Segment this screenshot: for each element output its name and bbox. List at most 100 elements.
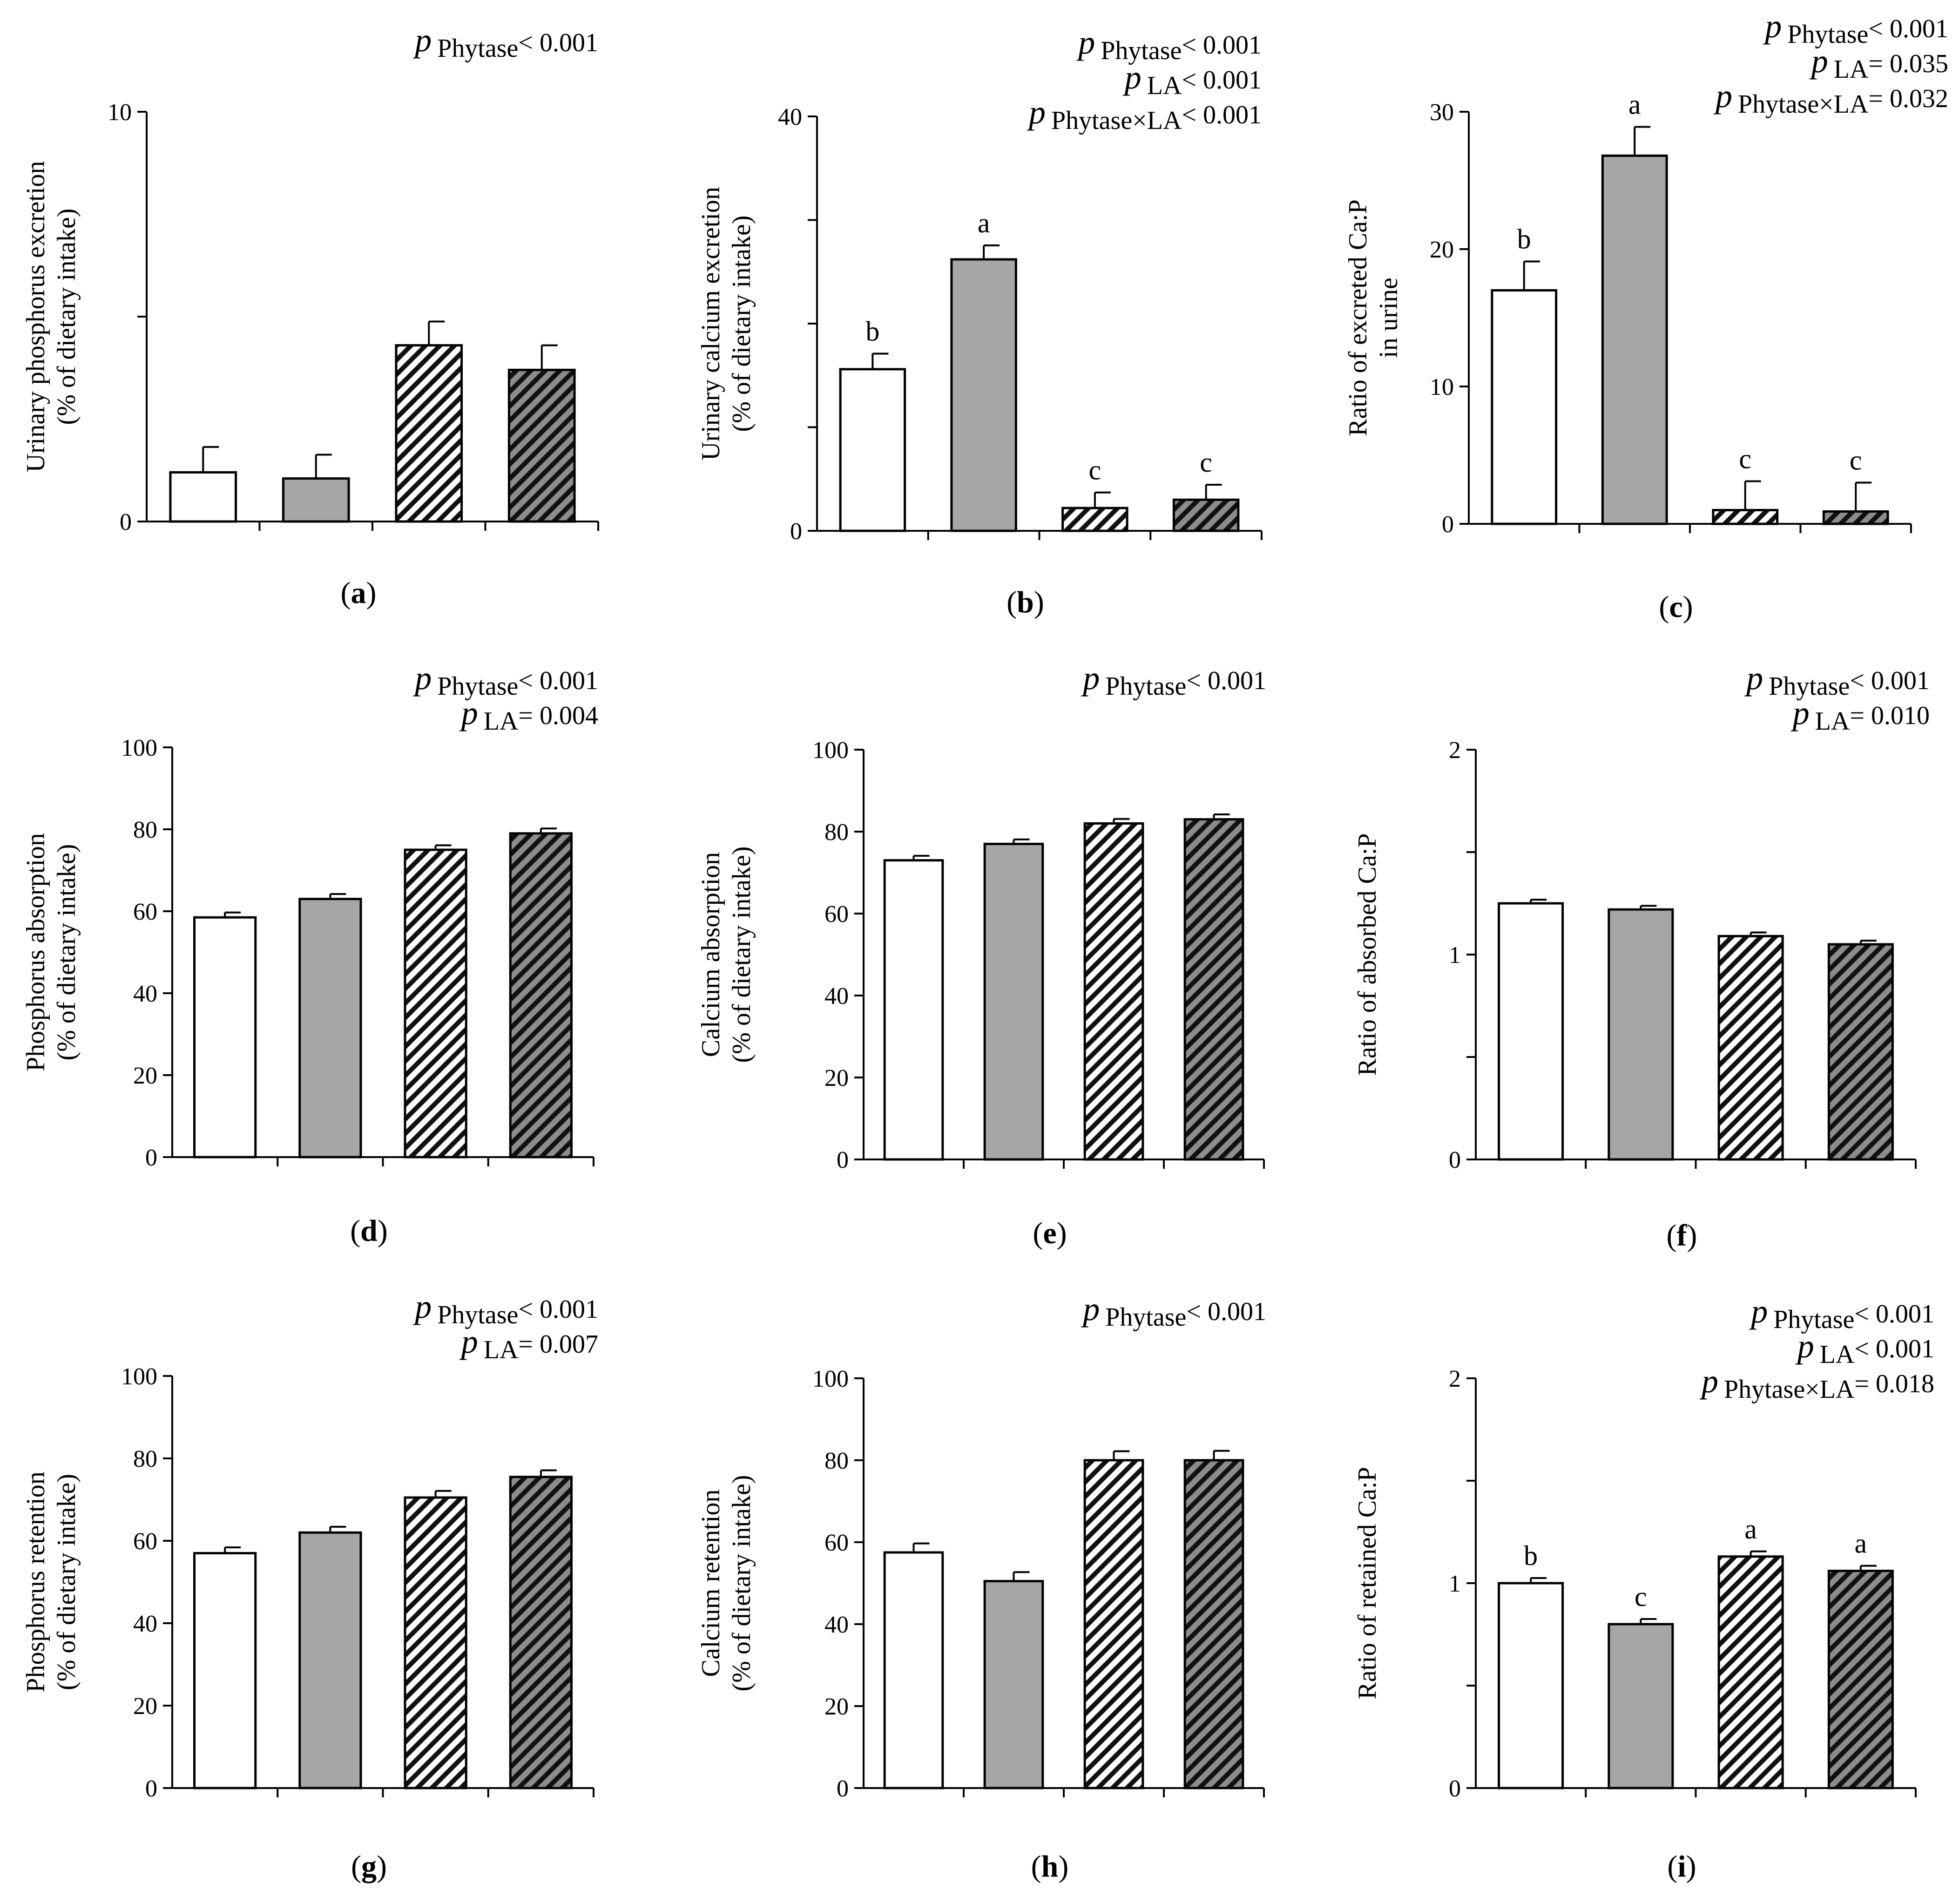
bar-la xyxy=(983,1580,1044,1789)
y-axis-title-line: (% of dietary intake) xyxy=(52,844,81,1061)
bar-phytase-la xyxy=(509,832,573,1159)
chart-panel-d: 0 20 40 60 80 100 Phosphorus absorption (% of d… xyxy=(21,659,598,1248)
y-tick-label: 2 xyxy=(1449,1366,1461,1392)
p-value: = 0.004 xyxy=(518,701,598,730)
y-axis-title: Phosphorus absorption (% of dietary intak… xyxy=(21,833,81,1071)
y-tick-label: 20 xyxy=(824,1694,849,1720)
p-symbol: p xyxy=(1081,1290,1100,1328)
bar-phytase-la xyxy=(1183,818,1244,1161)
y-axis-title-line: Ratio of retained Ca:P xyxy=(1353,1467,1382,1699)
p-subscript: Phytase xyxy=(1101,36,1182,65)
p-symbol: p xyxy=(1713,77,1732,115)
panel-label-close: ) xyxy=(366,576,377,610)
p-symbol: p xyxy=(1744,659,1763,697)
significance-letter: a xyxy=(1628,89,1641,120)
y-tick-label: 0 xyxy=(837,1775,849,1802)
y-axis-title-line: Ratio of excreted Ca:P xyxy=(1344,199,1372,436)
p-value: = 0.010 xyxy=(1850,701,1930,730)
panel-label-letter: e xyxy=(1043,1216,1056,1250)
panel-label-open: ( xyxy=(350,1214,360,1248)
y-tick-label: 80 xyxy=(824,1448,849,1474)
p-symbol: p xyxy=(412,21,432,59)
panel-label-open: ( xyxy=(351,1850,361,1884)
y-axis-title-line: Phosphorus retention xyxy=(21,1471,50,1692)
bar-la xyxy=(298,898,362,1159)
chart-panel-c: 0 10 20 30 b a c c Ratio of excreted Ca:P in urin… xyxy=(1344,7,1948,624)
y-tick-label: 40 xyxy=(778,104,802,130)
y-tick-label: 30 xyxy=(1430,99,1454,126)
p-value-line: p LA= 0.010 xyxy=(1790,694,1930,736)
bar-la xyxy=(1608,908,1674,1161)
y-tick-label: 10 xyxy=(108,99,132,126)
panel-label-letter: d xyxy=(360,1214,378,1248)
panel-label: (g) xyxy=(351,1850,387,1884)
p-value: = 0.032 xyxy=(1868,84,1948,113)
y-axis-title-line: (% of dietary intake) xyxy=(727,1475,756,1692)
bar-phytase xyxy=(1712,509,1779,525)
p-value-line: p Phytase×LA= 0.032 xyxy=(1713,77,1948,119)
panel-label-open: ( xyxy=(1667,1219,1677,1253)
y-tick-label: 1 xyxy=(1449,942,1461,969)
p-symbol: p xyxy=(459,1323,478,1360)
y-axis-title-line: (% of dietary intake) xyxy=(727,847,756,1063)
bar-phytase-la xyxy=(1827,1570,1894,1789)
y-axis-title-line: Phosphorus absorption xyxy=(21,833,50,1071)
y-tick-label: 40 xyxy=(824,983,849,1010)
y-axis-title: Urinary calcium excretion (% of dietary i… xyxy=(696,187,756,461)
p-subscript: LA xyxy=(484,1335,519,1364)
significance-letter: c xyxy=(1739,444,1751,474)
p-value: = 0.018 xyxy=(1854,1369,1934,1398)
panel-label-letter: c xyxy=(1669,590,1682,624)
panel-label: (a) xyxy=(341,576,377,610)
panel-label-open: ( xyxy=(1031,1850,1041,1884)
p-value-line: p Phytase< 0.001 xyxy=(412,21,598,63)
p-value-line: p Phytase< 0.001 xyxy=(1076,24,1262,65)
p-subscript: LA xyxy=(484,707,519,736)
p-subscript: LA xyxy=(1815,707,1850,736)
chart-panel-h: 0 20 40 60 80 100 Calcium retention (% of dieta… xyxy=(696,1290,1266,1884)
bar-phytase-la xyxy=(1827,943,1894,1161)
bar-control xyxy=(1498,1582,1564,1789)
p-value: < 0.001 xyxy=(1182,66,1262,95)
p-symbol: p xyxy=(1809,42,1828,80)
p-value-line: p Phytase< 0.001 xyxy=(1763,7,1948,49)
y-axis-title-line: (% of dietary intake) xyxy=(727,216,756,432)
bar-phytase xyxy=(1061,507,1128,532)
y-tick-label: 60 xyxy=(824,1530,849,1556)
bar-control xyxy=(883,859,944,1161)
panel-label-close: ) xyxy=(1687,1219,1697,1253)
panel-label: (f) xyxy=(1667,1219,1697,1253)
panel-label-close: ) xyxy=(1686,1850,1696,1884)
y-tick-label: 60 xyxy=(133,1528,157,1555)
p-value: < 0.001 xyxy=(1186,1297,1266,1326)
panel-label-letter: i xyxy=(1677,1850,1686,1884)
bar-la xyxy=(950,258,1017,532)
panel-label: (e) xyxy=(1033,1216,1067,1250)
p-value: < 0.001 xyxy=(1868,14,1948,43)
bar-phytase-la xyxy=(1183,1459,1244,1789)
significance-letter: c xyxy=(1200,447,1212,478)
bar-control xyxy=(193,916,257,1159)
p-value-line: p Phytase< 0.001 xyxy=(412,659,598,701)
p-value-line: p Phytase×LA= 0.018 xyxy=(1699,1362,1934,1404)
p-subscript: Phytase xyxy=(1773,1305,1854,1334)
bar-phytase xyxy=(404,848,467,1159)
p-symbol: p xyxy=(412,659,432,697)
bar-la xyxy=(282,477,350,523)
panel-label-close: ) xyxy=(1058,1850,1068,1884)
bar-control xyxy=(839,368,906,532)
p-value: < 0.001 xyxy=(518,28,598,57)
p-symbol: p xyxy=(1763,7,1782,45)
y-axis-title: Ratio of excreted Ca:P in urine xyxy=(1344,199,1403,436)
p-value-line: p Phytase< 0.001 xyxy=(1081,1290,1266,1332)
panel-label: (i) xyxy=(1667,1850,1696,1884)
p-value: < 0.001 xyxy=(1854,1300,1934,1328)
p-subscript: Phytase×LA xyxy=(1051,106,1182,135)
y-tick-label: 0 xyxy=(1449,1775,1461,1802)
p-subscript: Phytase xyxy=(1787,20,1868,49)
y-tick-label: 60 xyxy=(133,899,157,925)
panel-label-close: ) xyxy=(1034,585,1044,619)
p-symbol: p xyxy=(1081,659,1100,697)
chart-panel-b: 0 40 b a c c Urinary calcium excretion (% of di… xyxy=(696,24,1263,619)
